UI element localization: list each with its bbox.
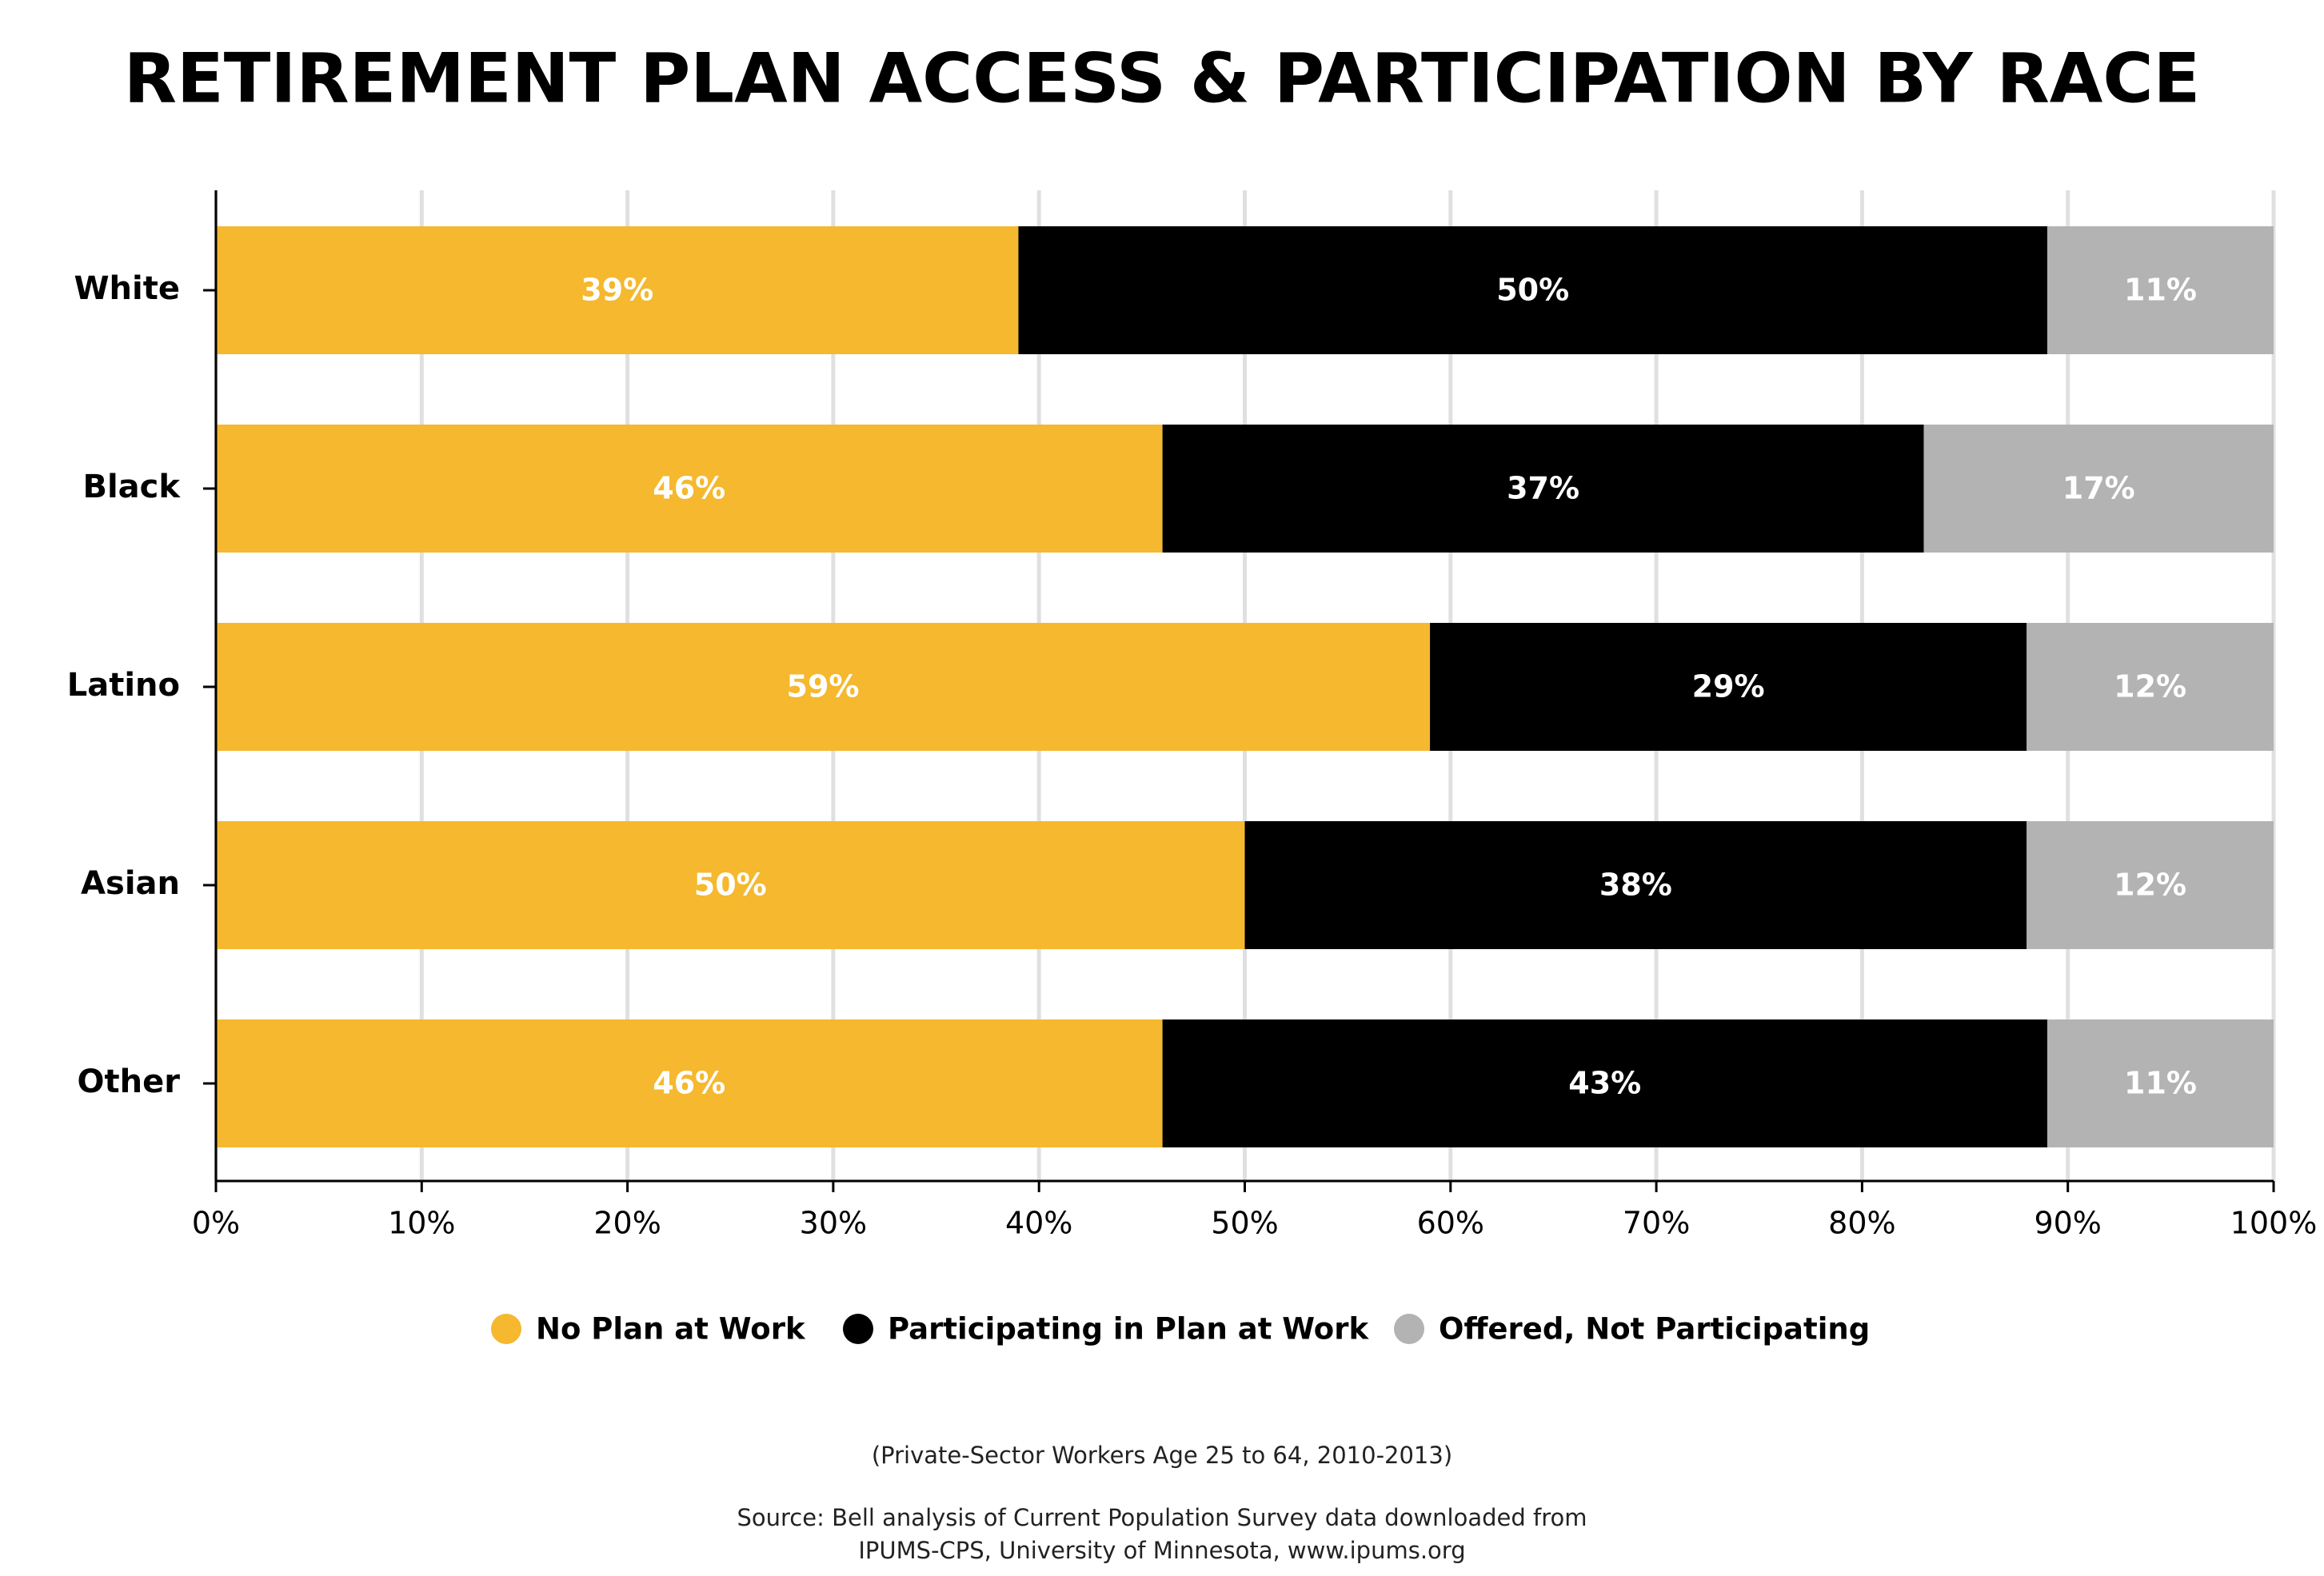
bar-segment: [216, 425, 1163, 553]
bar-segment: [216, 226, 1019, 354]
x-tick-label: 20%: [593, 1206, 661, 1241]
bar-segment: [1162, 425, 1924, 553]
x-tick-label: 40%: [1005, 1206, 1072, 1241]
y-tick-label: Latino: [67, 667, 180, 704]
value-label: 50%: [1496, 273, 1569, 308]
bar-segment: [2027, 623, 2274, 751]
y-tick-label: Asian: [81, 865, 180, 902]
y-tick-label: Black: [82, 469, 181, 505]
value-label: 37%: [1507, 471, 1579, 506]
bar-segment: [1162, 1019, 2047, 1147]
value-label: 38%: [1599, 868, 1672, 903]
legend-label: No Plan at Work: [536, 1312, 806, 1347]
bar-segment: [216, 821, 1245, 949]
value-label: 17%: [2062, 471, 2135, 506]
bar-segment: [2027, 821, 2274, 949]
footnote: Source: Bell analysis of Current Populat…: [737, 1504, 1587, 1531]
legend-swatch: [843, 1314, 873, 1344]
bar-segment: [1018, 226, 2047, 354]
value-label: 11%: [2124, 273, 2197, 308]
x-tick-label: 50%: [1211, 1206, 1278, 1241]
bar-segment: [1244, 821, 2027, 949]
footnote: (Private-Sector Workers Age 25 to 64, 20…: [872, 1442, 1452, 1469]
value-label: 46%: [653, 1066, 725, 1101]
value-label: 43%: [1568, 1066, 1641, 1101]
bar-segment: [2046, 226, 2274, 354]
x-tick-label: 0%: [192, 1206, 240, 1241]
x-tick-label: 70%: [1623, 1206, 1690, 1241]
x-tick-label: 30%: [800, 1206, 867, 1241]
value-label: 50%: [694, 868, 767, 903]
legend-label: Offered, Not Participating: [1439, 1312, 1870, 1347]
bar-segment: [1923, 425, 2274, 553]
y-tick-label: White: [74, 270, 180, 307]
bar-segment: [216, 623, 1431, 751]
x-tick-label: 90%: [2034, 1206, 2101, 1241]
legend-swatch: [1394, 1314, 1424, 1344]
value-label: 39%: [581, 273, 653, 308]
bar-segment: [2046, 1019, 2274, 1147]
value-label: 12%: [2114, 669, 2186, 704]
footnote: IPUMS-CPS, University of Minnesota, www.…: [858, 1537, 1465, 1564]
x-tick-label: 100%: [2230, 1206, 2318, 1241]
x-tick-label: 80%: [1828, 1206, 1895, 1241]
bar-segment: [216, 1019, 1163, 1147]
value-label: 29%: [1692, 669, 1765, 704]
x-tick-label: 60%: [1417, 1206, 1484, 1241]
x-tick-label: 10%: [388, 1206, 455, 1241]
value-label: 12%: [2114, 868, 2186, 903]
legend-label: Participating in Plan at Work: [888, 1312, 1369, 1347]
value-label: 59%: [787, 669, 860, 704]
chart-title: RETIREMENT PLAN ACCESS & PARTICIPATION B…: [124, 38, 2200, 118]
legend-swatch: [491, 1314, 521, 1344]
bar-segment: [1430, 623, 2027, 751]
value-label: 11%: [2124, 1066, 2197, 1101]
value-label: 46%: [653, 471, 725, 506]
y-tick-label: Other: [78, 1063, 181, 1100]
